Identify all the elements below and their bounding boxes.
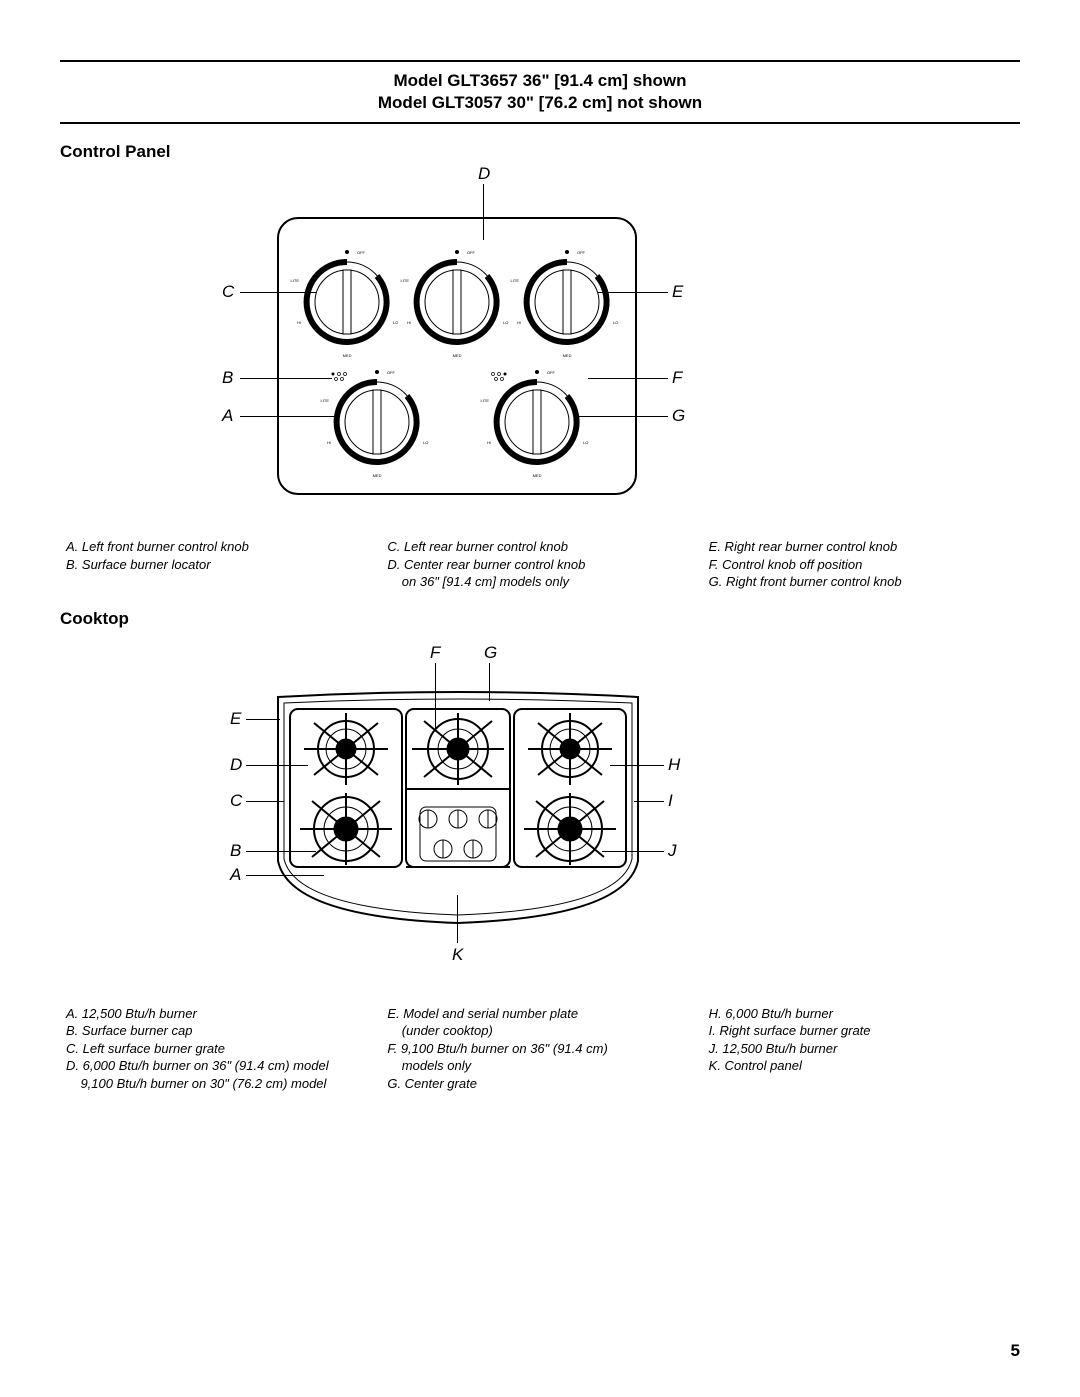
cp-l8: G. Right front burner control knob: [709, 573, 1014, 591]
ct-l2: B. Surface burner cap: [66, 1022, 371, 1040]
cp-l1: A. Left front burner control knob: [66, 538, 371, 556]
ct-legend-col2: E. Model and serial number plate (under …: [387, 1005, 692, 1093]
title-line-1: Model GLT3657 36" [91.4 cm] shown: [60, 70, 1020, 92]
cooktop-diagram-zone: E D C B A H I J F G K: [60, 637, 1020, 997]
ct-callout-e: E: [230, 709, 241, 729]
cooktop-legend: A. 12,500 Btu/h burner B. Surface burner…: [60, 1005, 1020, 1093]
ct-callout-f: F: [430, 643, 440, 663]
ct-l9: models only: [387, 1057, 692, 1075]
svg-text:LITE: LITE: [481, 398, 490, 403]
ct-l12: I. Right surface burner grate: [709, 1022, 1014, 1040]
control-panel-legend: A. Left front burner control knob B. Sur…: [60, 538, 1020, 591]
ct-callout-h: H: [668, 755, 680, 775]
ct-callout-i: I: [668, 791, 673, 811]
ct-l3: C. Left surface burner grate: [66, 1040, 371, 1058]
cp-l4: D. Center rear burner control knob: [387, 556, 692, 574]
svg-text:HI: HI: [517, 320, 521, 325]
page-number: 5: [1011, 1341, 1020, 1361]
callout-f: F: [672, 368, 682, 388]
svg-text:LO: LO: [423, 440, 428, 445]
section-heading-cooktop: Cooktop: [60, 609, 1020, 629]
title-bottom-rule: [60, 122, 1020, 124]
callout-e: E: [672, 282, 683, 302]
ct-l7: (under cooktop): [387, 1022, 692, 1040]
callout-d: D: [478, 164, 490, 184]
ct-l4: D. 6,000 Btu/h burner on 36" (91.4 cm) m…: [66, 1057, 371, 1075]
ct-callout-j: J: [668, 841, 677, 861]
svg-text:MED: MED: [533, 473, 542, 478]
svg-text:OFF: OFF: [357, 250, 366, 255]
ct-l8: F. 9,100 Btu/h burner on 36" (91.4 cm): [387, 1040, 692, 1058]
svg-text:LITE: LITE: [511, 278, 520, 283]
ct-callout-b: B: [230, 841, 241, 861]
svg-text:LO: LO: [393, 320, 398, 325]
cooktop-svg: [268, 691, 648, 931]
svg-text:OFF: OFF: [467, 250, 476, 255]
ct-l10: G. Center grate: [387, 1075, 692, 1093]
control-panel-svg: OFF LITE HI MED LO OFF LITE HI MED LO: [272, 212, 642, 512]
svg-text:OFF: OFF: [387, 370, 396, 375]
ct-legend-col1: A. 12,500 Btu/h burner B. Surface burner…: [66, 1005, 371, 1093]
cp-l3: C. Left rear burner control knob: [387, 538, 692, 556]
ct-legend-col3: H. 6,000 Btu/h burner I. Right surface b…: [709, 1005, 1014, 1093]
svg-text:MED: MED: [373, 473, 382, 478]
callout-g: G: [672, 406, 685, 426]
ct-l1: A. 12,500 Btu/h burner: [66, 1005, 371, 1023]
callout-b: B: [222, 368, 233, 388]
title-block: Model GLT3657 36" [91.4 cm] shown Model …: [60, 70, 1020, 114]
svg-text:LITE: LITE: [321, 398, 330, 403]
top-rule: [60, 60, 1020, 62]
svg-text:LITE: LITE: [291, 278, 300, 283]
title-line-2: Model GLT3057 30" [76.2 cm] not shown: [60, 92, 1020, 114]
cp-legend-col3: E. Right rear burner control knob F. Con…: [709, 538, 1014, 591]
ct-callout-k: K: [452, 945, 463, 965]
ct-callout-a: A: [230, 865, 241, 885]
svg-text:MED: MED: [563, 353, 572, 358]
control-panel-diagram-zone: C B A E F G D: [60, 170, 1020, 530]
svg-text:OFF: OFF: [577, 250, 586, 255]
cp-legend-col1: A. Left front burner control knob B. Sur…: [66, 538, 371, 591]
section-heading-control-panel: Control Panel: [60, 142, 1020, 162]
cp-legend-col2: C. Left rear burner control knob D. Cent…: [387, 538, 692, 591]
cp-l5: on 36" [91.4 cm] models only: [387, 573, 692, 591]
ct-l11: H. 6,000 Btu/h burner: [709, 1005, 1014, 1023]
callout-a: A: [222, 406, 233, 426]
svg-text:LITE: LITE: [401, 278, 410, 283]
svg-text:HI: HI: [487, 440, 491, 445]
svg-text:HI: HI: [327, 440, 331, 445]
ct-l14: K. Control panel: [709, 1057, 1014, 1075]
cp-l2: B. Surface burner locator: [66, 556, 371, 574]
ct-l13: J. 12,500 Btu/h burner: [709, 1040, 1014, 1058]
callout-c: C: [222, 282, 234, 302]
ct-l6: E. Model and serial number plate: [387, 1005, 692, 1023]
svg-text:LO: LO: [503, 320, 508, 325]
svg-text:MED: MED: [453, 353, 462, 358]
ct-callout-d: D: [230, 755, 242, 775]
svg-text:HI: HI: [297, 320, 301, 325]
svg-text:HI: HI: [407, 320, 411, 325]
page: Model GLT3657 36" [91.4 cm] shown Model …: [0, 0, 1080, 1397]
svg-text:OFF: OFF: [547, 370, 556, 375]
svg-text:LO: LO: [613, 320, 618, 325]
ct-l5: 9,100 Btu/h burner on 30" (76.2 cm) mode…: [66, 1075, 371, 1093]
ct-callout-c: C: [230, 791, 242, 811]
ct-callout-g: G: [484, 643, 497, 663]
svg-text:LO: LO: [583, 440, 588, 445]
cp-l7: F. Control knob off position: [709, 556, 1014, 574]
svg-text:MED: MED: [343, 353, 352, 358]
cp-l6: E. Right rear burner control knob: [709, 538, 1014, 556]
